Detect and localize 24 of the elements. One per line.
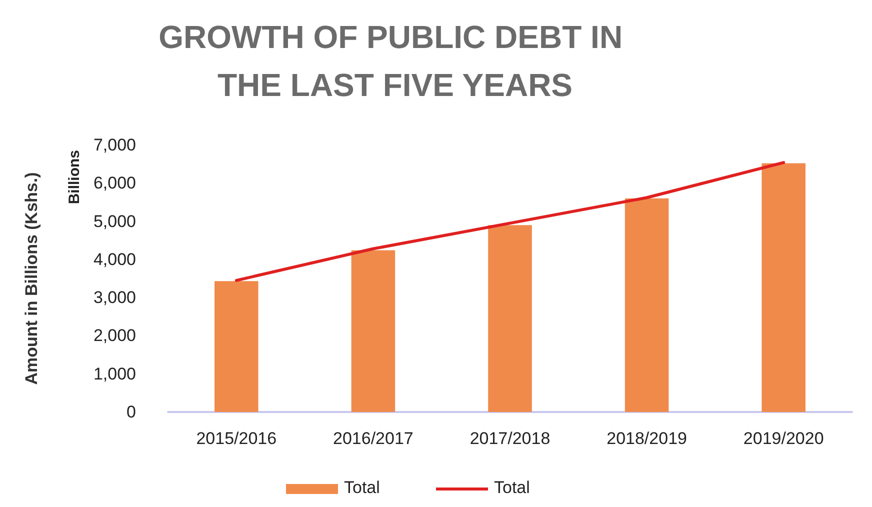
chart-title: GROWTH OF PUBLIC DEBT IN THE LAST FIVE YEARS	[158, 19, 632, 103]
y-tick-label: 4,000	[93, 250, 136, 269]
x-tick-label: 2018/2019	[606, 429, 687, 448]
y-tick-label: 5,000	[93, 212, 136, 231]
text: Billions	[66, 150, 83, 204]
x-tick-label: 2017/2018	[470, 429, 550, 448]
bar	[762, 163, 806, 412]
x-tick-label: 2016/2017	[333, 429, 414, 448]
y-axis-title: Amount in Billions (Kshs.)	[22, 172, 41, 385]
bar	[624, 198, 669, 412]
y-tick-label: 1,000	[93, 364, 136, 384]
bar	[214, 281, 258, 412]
y-tick-label: 6,000	[93, 174, 136, 193]
y-tick-label: 7,000	[93, 136, 136, 154]
bar	[351, 250, 396, 412]
legend-label: Total	[494, 478, 530, 497]
line-series	[234, 161, 786, 282]
legend-label: Total	[344, 478, 380, 497]
y-tick-label: 3,000	[93, 288, 136, 308]
y-tick-label: 2,000	[93, 326, 136, 346]
x-tick-label: 2019/2020	[743, 429, 824, 448]
y-tick-label: 0	[126, 402, 136, 422]
x-tick-label: 2015/2016	[196, 429, 277, 448]
bar	[488, 225, 532, 412]
